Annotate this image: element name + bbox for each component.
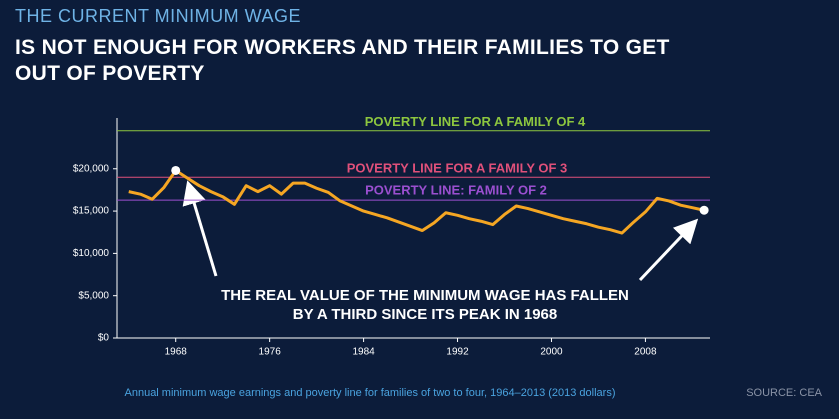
x-tick-label: 1992 — [446, 347, 469, 358]
arrow — [182, 180, 218, 277]
title-line: OUT OF POVERTY — [15, 62, 205, 85]
x-tick-label: 1976 — [259, 347, 282, 358]
arrow — [638, 218, 699, 282]
annotation: THE REAL VALUE OF THE MINIMUM WAGE HAS F… — [221, 287, 629, 304]
title-line: IS NOT ENOUGH FOR WORKERS AND THEIR FAMI… — [15, 36, 670, 59]
y-tick-label: $20,000 — [73, 163, 110, 174]
kicker: THE CURRENT MINIMUM WAGE — [15, 6, 301, 26]
series-line — [128, 168, 705, 235]
y-tick-label: $15,000 — [73, 206, 110, 217]
caption: Annual minimum wage earnings and poverty… — [125, 387, 616, 399]
x-tick-label: 1968 — [165, 347, 188, 358]
y-tick-label: $0 — [98, 333, 110, 344]
x-tick-label: 1984 — [352, 347, 375, 358]
x-tick-label: 2008 — [634, 347, 657, 358]
highlight-point — [699, 205, 709, 215]
y-tick-label: $10,000 — [73, 248, 110, 259]
y-tick-label: $5,000 — [78, 290, 109, 301]
x-tick-label: 2000 — [540, 347, 563, 358]
reference-label: POVERTY LINE: FAMILY OF 2 — [365, 183, 547, 198]
source: SOURCE: CEA — [746, 387, 822, 399]
highlight-point — [171, 165, 181, 175]
annotation: BY A THIRD SINCE ITS PEAK IN 1968 — [293, 306, 558, 323]
reference-label: POVERTY LINE FOR A FAMILY OF 4 — [365, 114, 586, 129]
reference-label: POVERTY LINE FOR A FAMILY OF 3 — [347, 161, 568, 176]
